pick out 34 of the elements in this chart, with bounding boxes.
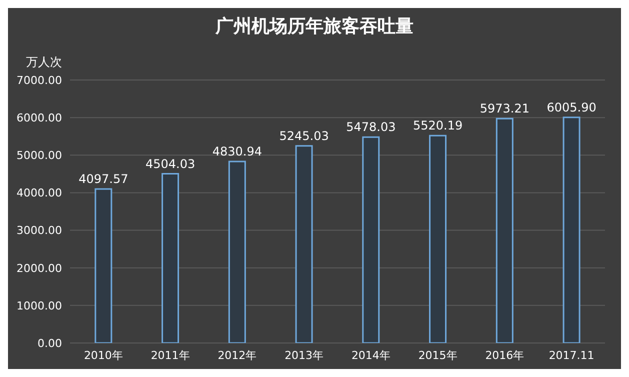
x-tick-label: 2015年	[418, 348, 458, 362]
chart-title: 广州机场历年旅客吞吐量	[214, 15, 414, 38]
bar	[562, 116, 580, 343]
bar	[362, 136, 380, 343]
data-label: 5245.03	[279, 128, 329, 143]
x-tick-label: 2010年	[84, 348, 123, 362]
x-tick-label: 2013年	[284, 348, 324, 362]
data-label: 5520.19	[412, 118, 463, 133]
x-tick-label: 2017.11	[548, 348, 594, 362]
y-tick-label: 4000.00	[16, 186, 62, 200]
bar	[295, 145, 313, 343]
y-axis-title: 万人次	[26, 54, 62, 71]
bar	[496, 118, 514, 343]
y-tick-label: 5000.00	[16, 149, 62, 162]
y-tick-label: 2000.00	[16, 262, 62, 275]
data-label: 4504.03	[145, 156, 196, 171]
data-label: 4830.94	[212, 144, 262, 158]
x-tick-label: 2011年	[150, 348, 190, 362]
y-tick-label: 7000.00	[16, 74, 62, 87]
y-tick-label: 0.00	[38, 336, 62, 350]
x-tick-label: 2014年	[351, 348, 390, 362]
x-tick-label: 2016年	[485, 348, 524, 362]
bar	[94, 188, 112, 343]
y-tick-label: 1000.00	[16, 299, 62, 312]
data-label: 5478.03	[346, 120, 396, 134]
data-label: 4097.57	[78, 172, 128, 186]
bar	[162, 173, 180, 343]
bar	[429, 134, 447, 343]
y-tick-label: 3000.00	[16, 224, 62, 238]
x-tick-label: 2012年	[218, 348, 257, 362]
y-tick-label: 6000.00	[16, 111, 62, 124]
bar	[228, 160, 246, 343]
data-label: 6005.90	[546, 100, 596, 114]
data-label: 5973.21	[480, 102, 530, 116]
